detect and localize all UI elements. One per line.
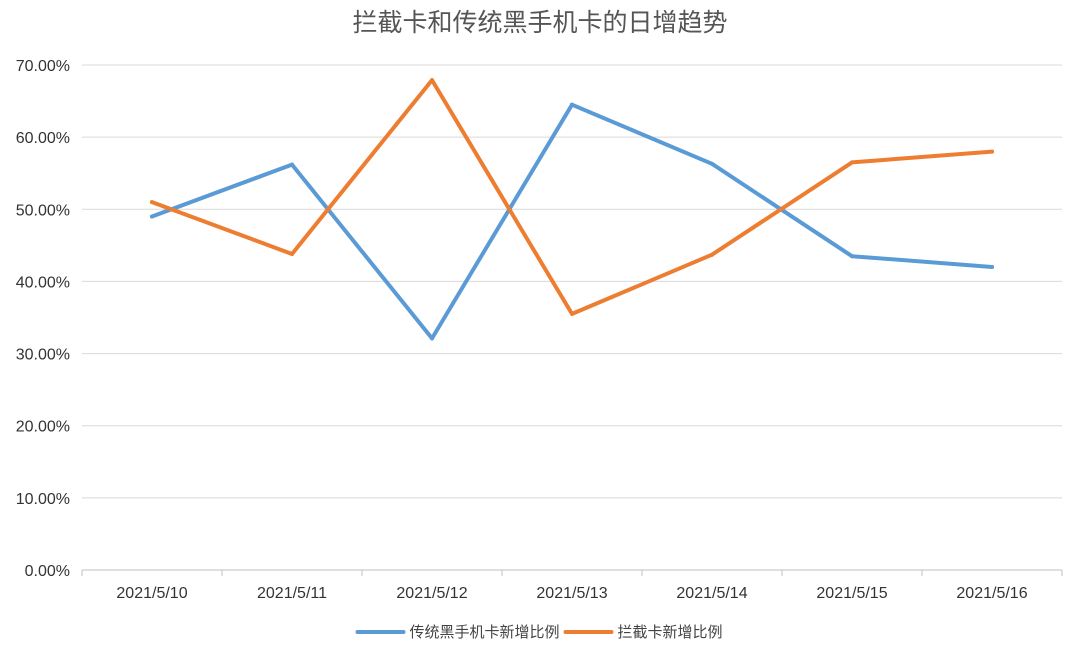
chart-title: 拦截卡和传统黑手机卡的日增趋势	[352, 8, 727, 37]
y-axis-tick-labels: 0.00% 10.00% 20.00% 30.00% 40.00% 50.00% 60.00…	[16, 58, 70, 580]
series-line-2	[150, 78, 994, 316]
y-tick-label: 40.00%	[16, 274, 70, 291]
legend: 传统黑手机卡新增比例 拦截卡新增比例	[355, 623, 723, 641]
data-point	[990, 265, 994, 269]
data-point	[850, 160, 854, 165]
data-point	[430, 78, 434, 83]
y-tick-label: 30.00%	[16, 347, 70, 364]
legend-label: 传统黑手机卡新增比例	[410, 623, 560, 641]
x-axis	[81, 569, 1063, 576]
data-point	[710, 161, 714, 166]
y-tick-label: 0.00%	[25, 563, 70, 580]
x-tick-label: 2021/5/15	[816, 585, 887, 602]
data-point	[570, 102, 574, 107]
x-tick-label: 2021/5/16	[956, 585, 1027, 602]
y-tick-label: 50.00%	[16, 202, 70, 219]
y-tick-label: 10.00%	[16, 491, 70, 508]
y-tick-label: 20.00%	[16, 419, 70, 436]
data-point	[570, 311, 574, 316]
legend-label: 拦截卡新增比例	[618, 623, 723, 641]
x-tick-label: 2021/5/13	[536, 585, 607, 602]
x-tick-label: 2021/5/14	[676, 585, 747, 602]
y-tick-label: 70.00%	[16, 58, 70, 75]
x-axis-tick-labels: 2021/5/10 2021/5/11 2021/5/12 2021/5/13 2021…	[116, 585, 1027, 602]
data-point	[150, 200, 154, 205]
data-point	[290, 252, 294, 257]
data-point	[710, 252, 714, 257]
gridlines	[82, 64, 1062, 499]
data-point	[850, 254, 854, 259]
y-tick-label: 60.00%	[16, 130, 70, 147]
series-line-1	[150, 102, 994, 341]
data-point	[150, 214, 154, 219]
series-lines	[150, 78, 994, 341]
data-point	[290, 162, 294, 167]
x-tick-label: 2021/5/10	[116, 585, 187, 602]
x-tick-label: 2021/5/12	[396, 585, 467, 602]
data-point	[990, 149, 994, 154]
x-tick-label: 2021/5/11	[257, 585, 327, 602]
data-point	[430, 336, 434, 341]
